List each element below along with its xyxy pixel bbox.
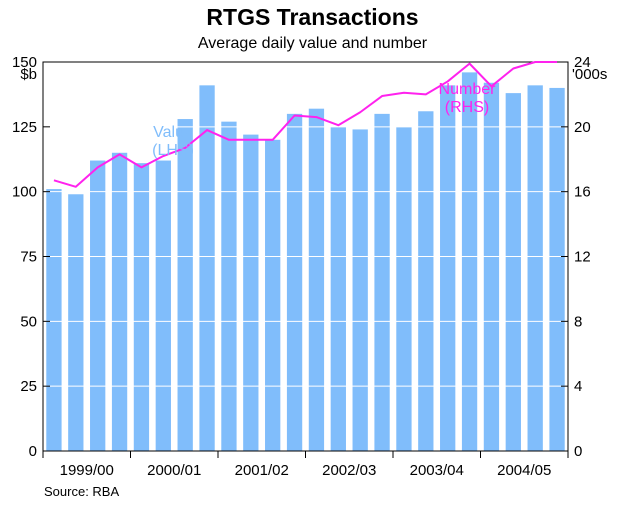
bar-value-12 — [308, 108, 325, 452]
bar-value-23 — [549, 87, 565, 452]
x-tick-label-3: 2002/03 — [322, 462, 376, 479]
bar-value-15 — [374, 113, 390, 452]
bar-value-14 — [352, 129, 368, 451]
x-tick-label-1: 2000/01 — [147, 462, 201, 479]
bar-value-9 — [243, 134, 259, 452]
left-tick-label-5: 125 — [12, 119, 37, 136]
right-tick-label-6: 24 — [574, 54, 591, 71]
bar-value-7 — [199, 85, 215, 451]
bar-value-6 — [177, 119, 193, 452]
x-tick-label-0: 1999/00 — [60, 462, 114, 479]
left-tick-label-1: 25 — [20, 378, 37, 395]
bar-value-1 — [68, 194, 84, 451]
right-axis-unit: '000s — [572, 66, 607, 83]
bar-value-17 — [418, 111, 434, 452]
x-tick-label-2: 2001/02 — [235, 462, 289, 479]
bar-value-2 — [90, 160, 106, 452]
series-label-value: Value — [153, 124, 193, 141]
right-tick-label-4: 16 — [574, 184, 591, 201]
left-tick-label-0: 0 — [29, 443, 37, 460]
bar-value-21 — [505, 93, 521, 452]
right-tick-label-2: 8 — [574, 313, 582, 330]
left-axis-unit: $b — [20, 66, 37, 83]
bar-value-20 — [483, 82, 500, 451]
right-tick-label-1: 4 — [574, 378, 582, 395]
right-tick-label-0: 0 — [574, 443, 582, 460]
bar-value-13 — [330, 126, 346, 451]
left-tick-label-4: 100 — [12, 184, 37, 201]
left-tick-label-6: 150 — [12, 54, 37, 71]
bar-value-18 — [440, 85, 456, 451]
series-label-number: Number — [439, 81, 497, 98]
chart-title: RTGS Transactions — [206, 4, 419, 30]
left-tick-label-2: 50 — [20, 313, 37, 330]
bar-value-11 — [286, 113, 303, 452]
series-label-number-axis: (RHS) — [445, 99, 489, 116]
bar-value-8 — [221, 121, 237, 452]
left-tick-label-3: 75 — [20, 249, 37, 266]
x-tick-label-4: 2003/04 — [410, 462, 464, 479]
bar-value-19 — [461, 72, 478, 452]
bar-value-16 — [396, 126, 412, 451]
right-tick-label-3: 12 — [574, 249, 591, 266]
bar-value-10 — [265, 139, 281, 452]
bar-value-22 — [527, 85, 543, 451]
bar-value-3 — [111, 152, 128, 451]
bar-value-5 — [155, 160, 171, 452]
chart-subtitle: Average daily value and number — [197, 35, 428, 52]
source-note: Source: RBA — [44, 484, 120, 499]
x-tick-label-5: 2004/05 — [497, 462, 551, 479]
bar-value-4 — [133, 163, 150, 451]
series-label-value-axis: (LHS) — [152, 142, 194, 159]
line-number — [53, 61, 558, 188]
right-tick-label-5: 20 — [574, 119, 591, 136]
bar-value-0 — [46, 189, 62, 451]
